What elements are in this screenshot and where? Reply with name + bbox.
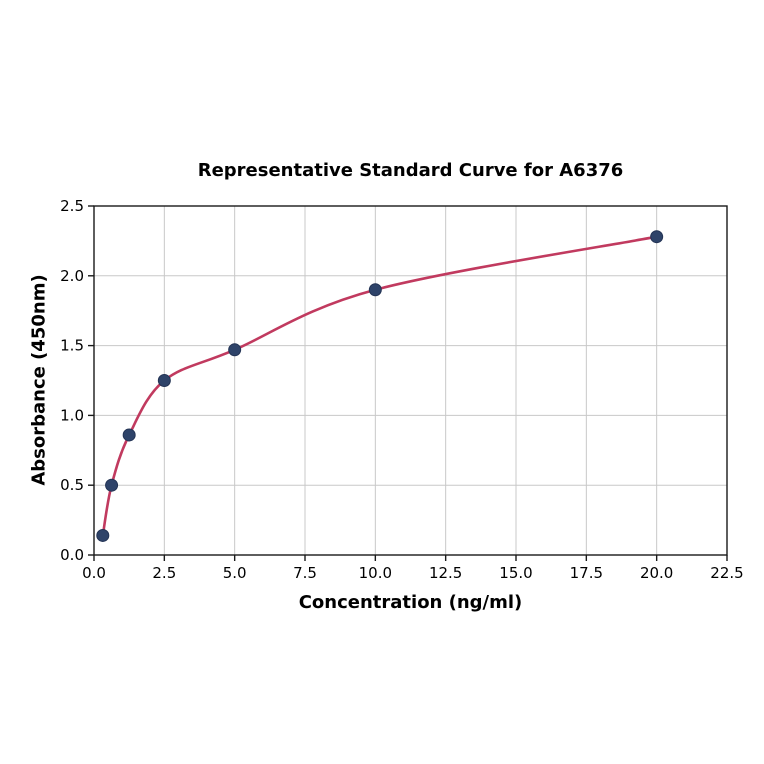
y-tick-label: 0.5 bbox=[60, 476, 84, 494]
x-tick-label: 0.0 bbox=[82, 564, 106, 582]
data-point-marker bbox=[157, 374, 171, 387]
data-point-marker bbox=[228, 343, 242, 357]
standard-curve-line bbox=[101, 235, 658, 537]
y-tick-label: 0.0 bbox=[60, 546, 84, 564]
x-axis-label: Concentration (ng/ml) bbox=[298, 592, 523, 613]
y-tick-label: 2.0 bbox=[60, 267, 84, 285]
x-tick-label: 10.0 bbox=[359, 564, 392, 582]
x-tick-label: 20.0 bbox=[640, 564, 673, 582]
data-point-marker bbox=[122, 428, 136, 442]
data-point-marker bbox=[650, 230, 664, 244]
data-point-marker bbox=[368, 283, 382, 297]
data-point-marker bbox=[96, 528, 110, 542]
x-tick-label: 12.5 bbox=[429, 564, 462, 582]
chart-title: Representative Standard Curve for A6376 bbox=[197, 160, 624, 181]
x-tick-label: 2.5 bbox=[152, 564, 176, 582]
x-tick-label: 7.5 bbox=[293, 564, 317, 582]
data-point-marker bbox=[105, 478, 119, 492]
x-tick-label: 15.0 bbox=[499, 564, 532, 582]
y-tick-label: 1.0 bbox=[60, 406, 84, 424]
y-tick-label: 2.5 bbox=[60, 197, 84, 215]
x-tick-label: 17.5 bbox=[570, 564, 603, 582]
y-tick-label: 1.5 bbox=[60, 337, 84, 355]
axes-spines bbox=[93, 205, 728, 556]
x-tick-label: 22.5 bbox=[710, 564, 743, 582]
x-tick-label: 5.0 bbox=[223, 564, 247, 582]
